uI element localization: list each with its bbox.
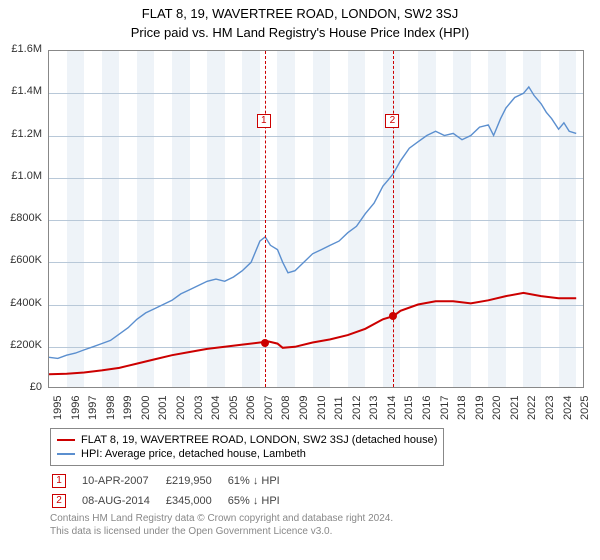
legend-label: HPI: Average price, detached house, Lamb… (81, 448, 306, 460)
chart-footer: Contains HM Land Registry data © Crown c… (50, 512, 393, 538)
x-axis-tick: 2004 (210, 396, 222, 420)
x-axis-tick: 2016 (421, 396, 433, 420)
x-axis-tick: 2023 (544, 396, 556, 420)
table-row: 1 10-APR-2007£219,95061% ↓ HPI (52, 472, 294, 490)
legend-row-property: FLAT 8, 19, WAVERTREE ROAD, LONDON, SW2 … (57, 433, 437, 447)
marker-data-table: 1 10-APR-2007£219,95061% ↓ HPI 2 08-AUG-201… (50, 470, 296, 512)
table-diff: 61% ↓ HPI (228, 472, 294, 490)
x-axis-tick: 1996 (70, 396, 82, 420)
footer-line-2: This data is licensed under the Open Gov… (50, 525, 393, 538)
x-axis-tick: 2007 (263, 396, 275, 420)
x-axis-tick: 2012 (351, 396, 363, 420)
y-axis-tick: £1.2M (0, 128, 42, 140)
y-axis-tick: £1.0M (0, 170, 42, 182)
x-axis-tick: 2010 (316, 396, 328, 420)
x-axis-tick: 2024 (562, 396, 574, 420)
x-axis-tick: 2005 (228, 396, 240, 420)
x-axis-tick: 2021 (509, 396, 521, 420)
table-price: £219,950 (166, 472, 226, 490)
x-axis-tick: 2018 (456, 396, 468, 420)
table-date: 10-APR-2007 (82, 472, 164, 490)
marker-line-2 (393, 51, 394, 387)
x-axis-tick: 2020 (491, 396, 503, 420)
marker-box-2: 2 (385, 114, 399, 128)
table-price: £345,000 (166, 492, 226, 510)
x-axis-tick: 2008 (280, 396, 292, 420)
legend-label: FLAT 8, 19, WAVERTREE ROAD, LONDON, SW2 … (81, 434, 437, 446)
footer-line-1: Contains HM Land Registry data © Crown c… (50, 512, 393, 525)
x-axis-tick: 2019 (474, 396, 486, 420)
page-subtitle: Price paid vs. HM Land Registry's House … (0, 21, 600, 40)
table-row: 2 08-AUG-2014£345,00065% ↓ HPI (52, 492, 294, 510)
x-axis-tick: 2006 (245, 396, 257, 420)
series-line-property (49, 293, 576, 374)
x-axis-tick: 1997 (87, 396, 99, 420)
table-diff: 65% ↓ HPI (228, 492, 294, 510)
legend-swatch (57, 453, 75, 454)
chart-legend: FLAT 8, 19, WAVERTREE ROAD, LONDON, SW2 … (50, 428, 444, 466)
table-marker-box: 1 (52, 474, 66, 488)
marker-line-1 (265, 51, 266, 387)
x-axis-tick: 2003 (193, 396, 205, 420)
y-axis-tick: £600K (0, 254, 42, 266)
x-axis-tick: 2015 (403, 396, 415, 420)
legend-row-hpi: HPI: Average price, detached house, Lamb… (57, 447, 437, 461)
table-marker-box: 2 (52, 494, 66, 508)
y-axis-tick: £1.6M (0, 43, 42, 55)
y-axis-tick: £200K (0, 339, 42, 351)
x-axis-tick: 2009 (298, 396, 310, 420)
x-axis-tick: 2001 (157, 396, 169, 420)
x-axis-tick: 2025 (579, 396, 591, 420)
y-axis-tick: £1.4M (0, 85, 42, 97)
y-axis-tick: £800K (0, 212, 42, 224)
x-axis-tick: 1998 (105, 396, 117, 420)
y-axis-tick: £0 (0, 381, 42, 393)
x-axis-tick: 2013 (368, 396, 380, 420)
x-axis-tick: 1995 (52, 396, 64, 420)
x-axis-tick: 2014 (386, 396, 398, 420)
x-axis-tick: 2022 (526, 396, 538, 420)
marker-box-1: 1 (257, 114, 271, 128)
x-axis-tick: 2000 (140, 396, 152, 420)
y-axis-tick: £400K (0, 297, 42, 309)
series-line-hpi (49, 87, 576, 359)
x-axis-tick: 1999 (122, 396, 134, 420)
x-axis-tick: 2017 (439, 396, 451, 420)
x-axis-tick: 2002 (175, 396, 187, 420)
page-title: FLAT 8, 19, WAVERTREE ROAD, LONDON, SW2 … (0, 0, 600, 21)
legend-swatch (57, 439, 75, 441)
chart-plot-area (48, 50, 584, 388)
table-date: 08-AUG-2014 (82, 492, 164, 510)
x-axis-tick: 2011 (333, 396, 345, 420)
marker-dot-1 (261, 339, 269, 347)
